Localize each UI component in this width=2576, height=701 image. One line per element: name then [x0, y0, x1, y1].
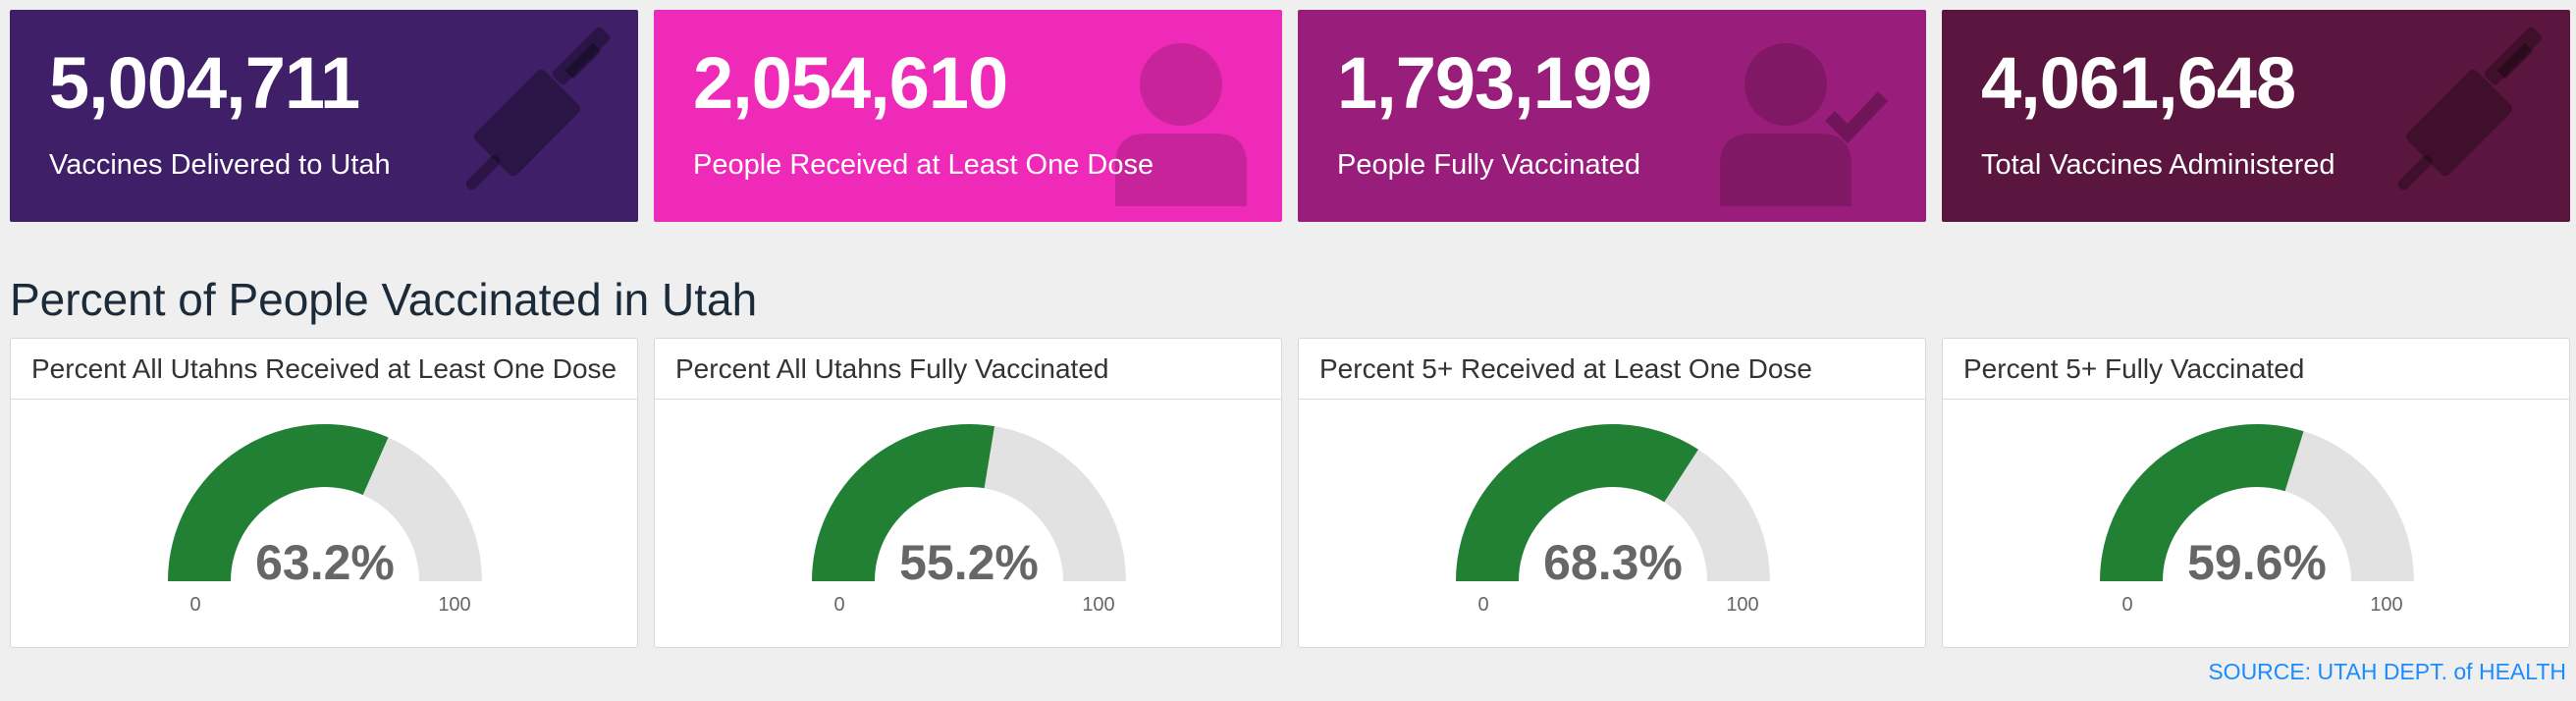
source-link[interactable]: SOURCE: UTAH DEPT. of HEALTH: [2208, 659, 2566, 684]
gauge-card: Percent 5+ Received at Least One Dose 68…: [1298, 338, 1926, 648]
stat-cards: 5,004,711 Vaccines Delivered to Utah 2,0…: [10, 10, 2570, 222]
gauge-max-label: 100: [1726, 594, 1758, 616]
stat-value: 4,061,648: [1981, 42, 2296, 124]
gauge-value: 55.2%: [899, 535, 1039, 590]
stat-value: 1,793,199: [1337, 42, 1652, 124]
stat-value: 2,054,610: [693, 42, 1008, 124]
section-title: Percent of People Vaccinated in Utah: [10, 274, 758, 325]
stat-label: Vaccines Delivered to Utah: [49, 149, 391, 181]
stat-label: People Received at Least One Dose: [693, 149, 1154, 181]
gauge-fill: [1456, 423, 1698, 581]
gauge-value: 63.2%: [255, 535, 395, 590]
gauge-title: Percent All Utahns Received at Least One…: [11, 339, 637, 400]
stat-label: People Fully Vaccinated: [1337, 149, 1640, 181]
gauge-max-label: 100: [2370, 594, 2402, 616]
person-icon: [1115, 43, 1247, 206]
gauge-min-label: 0: [1477, 594, 1488, 616]
gauge-card: Percent All Utahns Received at Least One…: [10, 338, 638, 648]
stat-card-one-dose: 2,054,610 People Received at Least One D…: [654, 10, 1282, 222]
gauge-chart: 55.2% 0 100: [812, 424, 1126, 616]
gauge-min-label: 0: [2121, 594, 2132, 616]
gauge-chart: 63.2% 0 100: [168, 423, 482, 616]
gauge-max-label: 100: [1082, 594, 1114, 616]
person-check-icon: [1720, 43, 1889, 206]
stat-label: Total Vaccines Administered: [1981, 149, 2335, 181]
gauge-value: 68.3%: [1543, 535, 1683, 590]
stat-value: 5,004,711: [49, 42, 360, 124]
gauge-fill: [812, 424, 995, 581]
gauge-cards: Percent All Utahns Received at Least One…: [10, 338, 2570, 648]
gauge-max-label: 100: [438, 594, 470, 616]
stat-card-vaccines-delivered: 5,004,711 Vaccines Delivered to Utah: [10, 10, 638, 222]
gauge-card: Percent 5+ Fully Vaccinated 59.6% 0 100: [1942, 338, 2570, 648]
gauge-card: Percent All Utahns Fully Vaccinated 55.2…: [654, 338, 1282, 648]
gauge-min-label: 0: [833, 594, 844, 616]
gauge-title: Percent All Utahns Fully Vaccinated: [655, 339, 1281, 400]
gauge-fill: [2100, 423, 2304, 581]
syringe-icon: [2397, 27, 2543, 190]
gauge-title: Percent 5+ Received at Least One Dose: [1299, 339, 1925, 400]
gauge-chart: 68.3% 0 100: [1456, 423, 1770, 616]
stat-card-total-administered: 4,061,648 Total Vaccines Administered: [1942, 10, 2570, 222]
gauge-title: Percent 5+ Fully Vaccinated: [1943, 339, 2569, 400]
stat-card-fully-vaccinated: 1,793,199 People Fully Vaccinated: [1298, 10, 1926, 222]
gauge-fill: [168, 423, 389, 581]
gauge-min-label: 0: [189, 594, 200, 616]
gauge-value: 59.6%: [2187, 535, 2327, 590]
gauge-chart: 59.6% 0 100: [2100, 423, 2414, 616]
syringe-icon: [465, 27, 611, 190]
